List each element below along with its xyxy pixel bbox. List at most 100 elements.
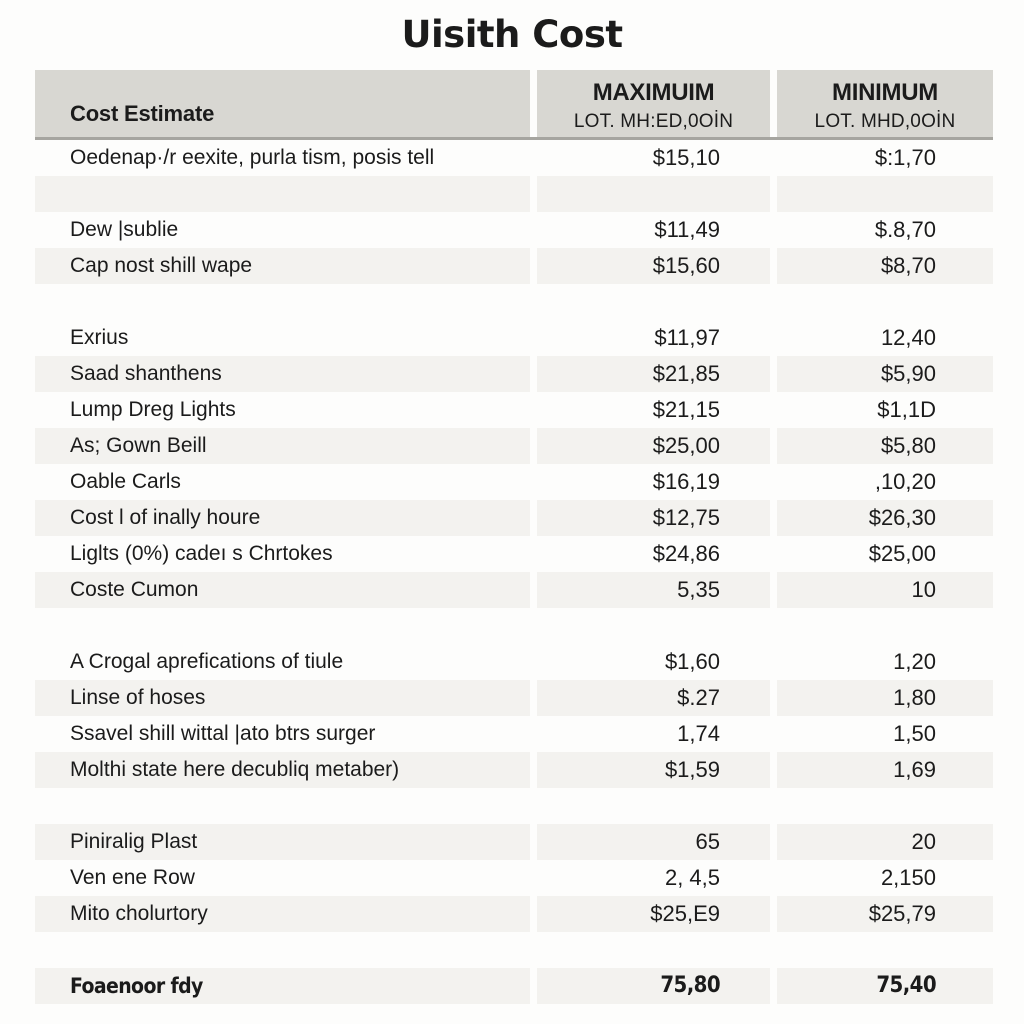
header-cost-estimate: Cost Estimate: [35, 70, 530, 137]
row-max-value-cell: $1,60: [664, 649, 720, 674]
header-minimum: MINIMUM LOT. MHD,0OİN: [777, 70, 993, 137]
row-min-value-cell: [777, 932, 993, 968]
row-max-value-cell: [537, 788, 770, 824]
row-min-value-cell: [777, 176, 993, 212]
table-row: Exrius $11,97 12,40: [35, 320, 993, 356]
row-max-value-cell: $25,00: [537, 428, 770, 464]
row-max-value-cell: [537, 608, 770, 644]
row-label-cell: Exrius: [70, 326, 129, 349]
row-label-cell: Coste Cumon: [35, 572, 530, 608]
table-row: Coste Cumon 5,35 10: [35, 572, 993, 608]
row-label-cell: Liglts (0%) cadeı s Chrtokes: [70, 542, 333, 565]
row-min-value-cell: $.8,70: [874, 217, 936, 242]
row-min-value-cell: $5,90: [777, 356, 993, 392]
row-max-value-cell: $11,49: [654, 217, 720, 242]
header-maximum: MAXIMUIM LOT. MH:ED,0OİN: [537, 70, 770, 137]
cost-table: Cost Estimate MAXIMUIM LOT. MH:ED,0OİN M…: [35, 70, 993, 1004]
row-label-cell: Cap nost shill wape: [35, 248, 530, 284]
row-min-value-cell: 1,80: [777, 680, 993, 716]
table-row: [35, 932, 993, 968]
table-row: Oable Carls $16,19 ,10,20: [35, 464, 993, 500]
table-row: Liglts (0%) cadeı s Chrtokes $24,86 $25,…: [35, 536, 993, 572]
row-label-cell: Piniralig Plast: [35, 824, 530, 860]
table-row: Lump Dreg Lights $21,15 $1,1D: [35, 392, 993, 428]
header-maximum-sublabel: LOT. MH:ED,0OİN: [573, 110, 734, 132]
row-min-value-cell: 1,50: [893, 721, 936, 746]
row-label-cell: Ssavel shill wittal |ato btrs surger: [70, 722, 376, 745]
row-label-cell: Cost l of inally houre: [35, 500, 530, 536]
row-min-value-cell: 20: [777, 824, 993, 860]
row-min-value-cell: $25,00: [868, 541, 936, 566]
table-row: Foaenoor fdy 75,80 75,40: [35, 968, 993, 1004]
table-row: Oedenap·/r eexite, purla tism, posis tel…: [35, 140, 993, 176]
row-label-cell: Foaenoor fdy: [35, 968, 530, 1004]
table-header-row: Cost Estimate MAXIMUIM LOT. MH:ED,0OİN M…: [35, 70, 993, 140]
row-min-value-cell: 10: [777, 572, 993, 608]
table-row: [35, 788, 993, 824]
table-row: As; Gown Beill $25,00 $5,80: [35, 428, 993, 464]
table-row: [35, 176, 993, 212]
row-max-value-cell: 2, 4,5: [664, 865, 720, 890]
row-max-value-cell: $16,19: [652, 469, 720, 494]
table-row: [35, 284, 993, 320]
row-min-value-cell: $8,70: [777, 248, 993, 284]
table-row: Cap nost shill wape $15,60 $8,70: [35, 248, 993, 284]
row-max-value-cell: $15,60: [537, 248, 770, 284]
table-body: Oedenap·/r eexite, purla tism, posis tel…: [35, 140, 993, 1004]
row-min-value-cell: 12,40: [880, 325, 936, 350]
table-row: Cost l of inally houre $12,75 $26,30: [35, 500, 993, 536]
row-max-value-cell: $12,75: [537, 500, 770, 536]
row-min-value-cell: 1,20: [893, 649, 936, 674]
row-label-cell: [35, 788, 530, 824]
row-max-value-cell: [537, 932, 770, 968]
row-label-cell: Lump Dreg Lights: [70, 398, 236, 421]
table-row: Dew |sublie $11,49 $.8,70: [35, 212, 993, 248]
header-minimum-sublabel: LOT. MHD,0OİN: [814, 110, 956, 132]
row-label-cell: Linse of hoses: [35, 680, 530, 716]
table-row: Mito cholurtory $25,E9 $25,79: [35, 896, 993, 932]
row-max-value-cell: $.27: [537, 680, 770, 716]
row-max-value-cell: $15,10: [652, 145, 720, 170]
row-label-cell: Molthi state here decubliq metaber): [35, 752, 530, 788]
row-label-cell: A Crogal aprefications of tiule: [70, 650, 344, 673]
row-label-cell: Oedenap·/r eexite, purla tism, posis tel…: [70, 146, 435, 169]
row-min-value-cell: $5,80: [777, 428, 993, 464]
row-min-value-cell: $:1,70: [874, 145, 936, 170]
header-minimum-label: MINIMUM: [832, 78, 938, 106]
row-max-value-cell: $24,86: [652, 541, 720, 566]
row-max-value-cell: $1,59: [537, 752, 770, 788]
row-min-value-cell: ,10,20: [874, 469, 936, 494]
row-label-cell: Dew |sublie: [70, 218, 179, 241]
row-max-value-cell: 5,35: [537, 572, 770, 608]
row-label-cell: [35, 176, 530, 212]
row-max-value-cell: $21,15: [652, 397, 720, 422]
row-min-value-cell: 2,150: [880, 865, 936, 890]
row-max-value-cell: [537, 176, 770, 212]
table-row: Linse of hoses $.27 1,80: [35, 680, 993, 716]
row-max-value-cell: 75,80: [537, 968, 770, 1004]
row-max-value-cell: $11,97: [654, 325, 720, 350]
row-min-value-cell: $25,79: [777, 896, 993, 932]
row-label-cell: As; Gown Beill: [35, 428, 530, 464]
row-min-value-cell: [777, 284, 993, 320]
row-min-value-cell: [777, 608, 993, 644]
row-min-value-cell: 75,40: [777, 968, 993, 1004]
table-row: Ssavel shill wittal |ato btrs surger 1,7…: [35, 716, 993, 752]
row-max-value-cell: 1,74: [677, 721, 720, 746]
table-row: Molthi state here decubliq metaber) $1,5…: [35, 752, 993, 788]
row-max-value-cell: 65: [537, 824, 770, 860]
row-label-cell: Oable Carls: [70, 470, 181, 493]
row-max-value-cell: $25,E9: [537, 896, 770, 932]
row-max-value-cell: $21,85: [537, 356, 770, 392]
table-row: A Crogal aprefications of tiule $1,60 1,…: [35, 644, 993, 680]
row-min-value-cell: $1,1D: [877, 397, 936, 422]
row-label-cell: Ven ene Row: [70, 866, 195, 889]
row-label-cell: [35, 932, 530, 968]
row-min-value-cell: 1,69: [777, 752, 993, 788]
row-label-cell: Mito cholurtory: [35, 896, 530, 932]
row-label-cell: Saad shanthens: [35, 356, 530, 392]
header-cost-estimate-label: Cost Estimate: [70, 101, 215, 126]
table-row: Saad shanthens $21,85 $5,90: [35, 356, 993, 392]
table-row: [35, 608, 993, 644]
